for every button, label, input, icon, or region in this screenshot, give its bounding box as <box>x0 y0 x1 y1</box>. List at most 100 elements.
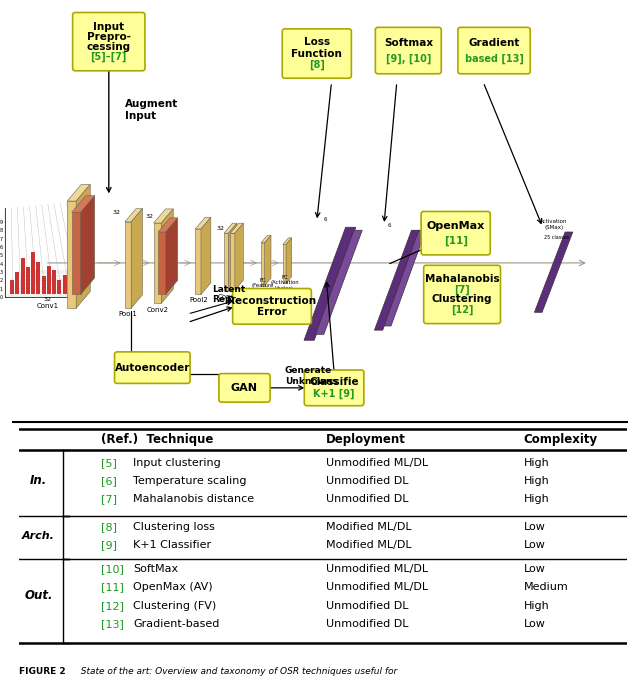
Text: Latent
Repr.: Latent Repr. <box>212 285 246 304</box>
Text: 2: 2 <box>0 278 3 283</box>
Text: 6: 6 <box>0 245 3 250</box>
Text: [7]: [7] <box>101 494 117 504</box>
FancyBboxPatch shape <box>219 373 270 402</box>
Text: Mahalanobis distance: Mahalanobis distance <box>133 494 254 504</box>
Polygon shape <box>235 223 243 290</box>
Text: Low: Low <box>524 564 546 575</box>
Text: 5: 5 <box>0 253 3 258</box>
Text: Clustering (FV): Clustering (FV) <box>133 600 216 611</box>
Text: [10]: [10] <box>101 564 124 575</box>
Polygon shape <box>230 233 235 290</box>
Text: [11]: [11] <box>444 235 468 246</box>
Text: 7: 7 <box>0 237 3 242</box>
Polygon shape <box>534 232 573 312</box>
FancyBboxPatch shape <box>421 212 490 255</box>
Text: 0: 0 <box>0 295 3 300</box>
Text: Unmodified DL: Unmodified DL <box>326 619 409 629</box>
Polygon shape <box>158 232 166 294</box>
Polygon shape <box>131 209 143 308</box>
Polygon shape <box>81 196 95 294</box>
Polygon shape <box>286 238 292 283</box>
Text: K+1 [9]: K+1 [9] <box>314 389 355 399</box>
Text: Gradient: Gradient <box>468 37 520 48</box>
Text: [9], [10]: [9], [10] <box>386 53 431 64</box>
Text: Unmodified ML/DL: Unmodified ML/DL <box>326 458 428 468</box>
Bar <box>47 266 51 294</box>
Text: Loss: Loss <box>304 37 330 47</box>
Text: GAN: GAN <box>231 383 258 393</box>
Text: Conv2: Conv2 <box>147 307 169 313</box>
Text: In.: In. <box>30 475 47 487</box>
Text: Conv1: Conv1 <box>37 303 59 309</box>
Text: 8: 8 <box>0 228 3 233</box>
Text: 6: 6 <box>387 223 391 228</box>
Text: Low: Low <box>524 619 546 629</box>
Text: [5]: [5] <box>101 458 117 468</box>
Text: Prepro-: Prepro- <box>87 32 131 42</box>
Text: OpenMax: OpenMax <box>426 221 485 231</box>
Polygon shape <box>374 230 420 330</box>
Polygon shape <box>201 217 211 294</box>
Text: Input clustering: Input clustering <box>133 458 221 468</box>
Bar <box>52 269 56 294</box>
Text: FC
(Activation
Vector): FC (Activation Vector) <box>271 275 299 291</box>
Polygon shape <box>195 217 211 229</box>
Text: Unmodified ML/DL: Unmodified ML/DL <box>326 582 428 593</box>
Text: Mahalanobis: Mahalanobis <box>425 274 499 285</box>
Text: 4: 4 <box>0 262 3 266</box>
Text: based [13]: based [13] <box>465 53 524 64</box>
Text: Gradient-based: Gradient-based <box>133 619 220 629</box>
Bar <box>36 262 40 294</box>
Text: Conv5: Conv5 <box>218 294 239 301</box>
Polygon shape <box>72 212 81 294</box>
Polygon shape <box>304 227 356 340</box>
Text: High: High <box>524 458 550 468</box>
Polygon shape <box>228 223 237 291</box>
Text: 9: 9 <box>0 220 3 225</box>
Text: Unmodified DL: Unmodified DL <box>326 600 409 611</box>
Text: (Ref.)  Technique: (Ref.) Technique <box>101 433 214 446</box>
Polygon shape <box>195 229 201 294</box>
Bar <box>42 276 45 294</box>
Polygon shape <box>72 196 95 212</box>
Polygon shape <box>76 185 90 308</box>
Polygon shape <box>161 209 173 303</box>
Text: 32: 32 <box>113 210 120 215</box>
Polygon shape <box>261 243 265 285</box>
Text: 25 classes: 25 classes <box>544 235 570 240</box>
Text: Low: Low <box>524 522 546 532</box>
Polygon shape <box>154 209 173 223</box>
Text: Classifie: Classifie <box>309 377 359 387</box>
Bar <box>26 267 30 294</box>
Bar <box>15 271 19 294</box>
Text: 32: 32 <box>217 226 225 230</box>
Text: 1: 1 <box>0 287 3 291</box>
Bar <box>58 280 61 294</box>
Text: SoftMax: SoftMax <box>133 564 178 575</box>
Text: [13]: [13] <box>101 619 124 629</box>
Polygon shape <box>283 244 286 283</box>
Text: FC
(Feature
Extractor): FC (Feature Extractor) <box>250 278 276 294</box>
Text: [8]: [8] <box>309 60 324 70</box>
FancyBboxPatch shape <box>305 370 364 406</box>
Text: Autoencoder: Autoencoder <box>115 363 190 373</box>
Text: Input: Input <box>93 22 124 32</box>
Polygon shape <box>154 223 161 303</box>
Text: Clustering: Clustering <box>432 294 492 305</box>
Polygon shape <box>224 223 237 233</box>
Polygon shape <box>261 235 271 243</box>
Text: Pool2: Pool2 <box>189 297 208 303</box>
Polygon shape <box>224 233 228 291</box>
Polygon shape <box>125 222 131 308</box>
Text: 3: 3 <box>0 270 3 275</box>
Text: Clustering loss: Clustering loss <box>133 522 215 532</box>
Text: Reconstruction: Reconstruction <box>227 296 317 305</box>
Text: cessing: cessing <box>87 42 131 51</box>
Text: Unmodified DL: Unmodified DL <box>326 476 409 486</box>
FancyBboxPatch shape <box>233 289 312 324</box>
FancyBboxPatch shape <box>458 27 530 74</box>
Bar <box>20 258 24 294</box>
Polygon shape <box>125 209 143 222</box>
Polygon shape <box>283 238 292 244</box>
Bar <box>31 252 35 294</box>
